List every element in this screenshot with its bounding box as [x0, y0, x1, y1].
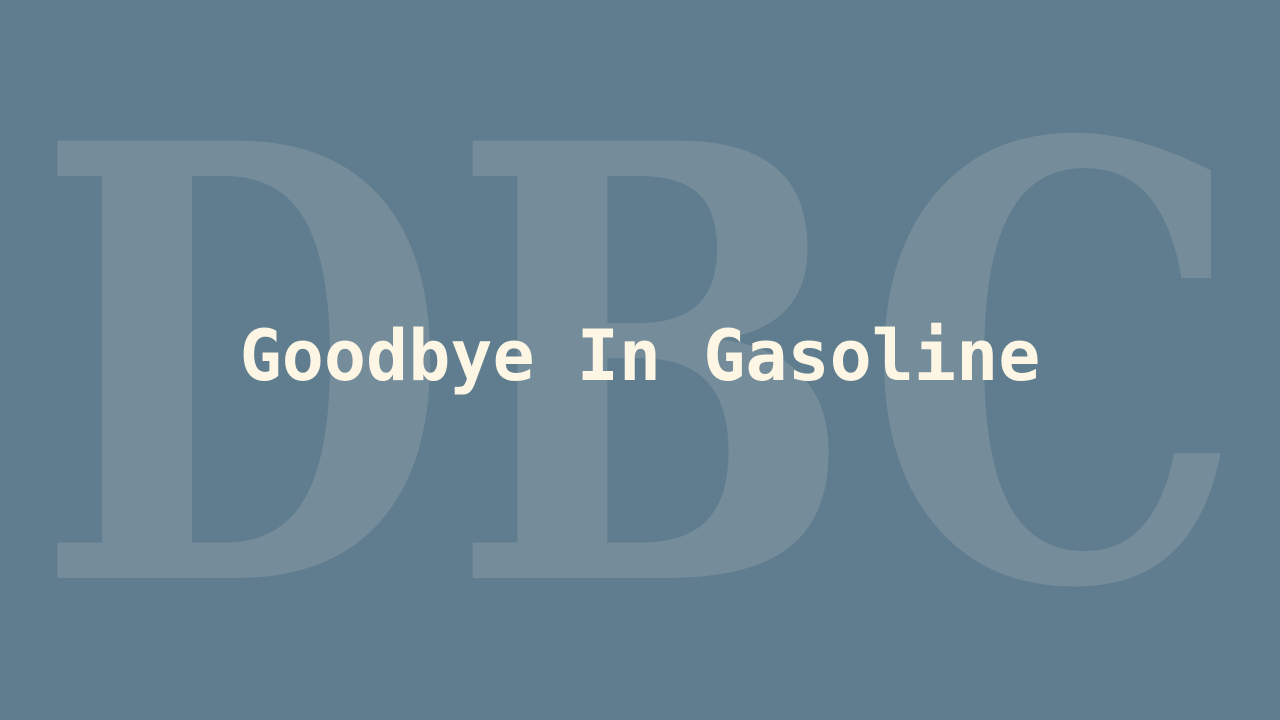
watermark-text: DBC — [35, 15, 1245, 720]
page-title: Goodbye In Gasoline — [239, 315, 1041, 397]
